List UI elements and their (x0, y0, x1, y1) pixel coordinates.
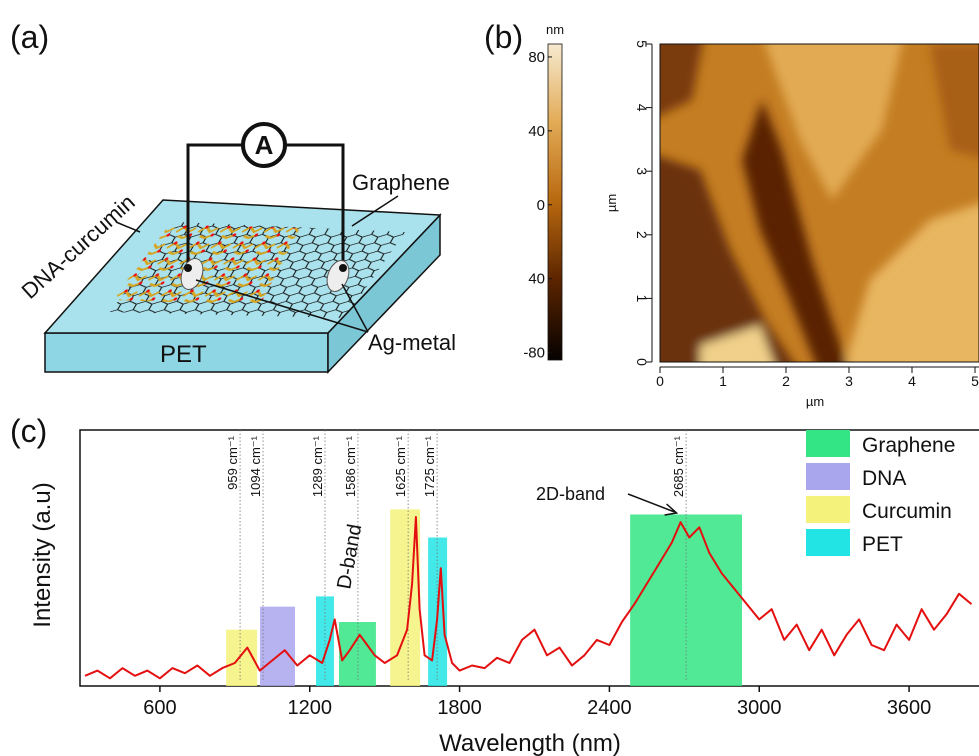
y-tick-label: 0 (634, 358, 650, 366)
legend-swatch (806, 496, 850, 523)
x-axis-label: Wavelength (nm) (439, 730, 621, 756)
afm-image (640, 30, 979, 380)
x-tick-label: 3000 (737, 697, 782, 719)
peak-label: 1094 cm⁻¹ (248, 435, 263, 497)
peak-label: 1586 cm⁻¹ (343, 435, 358, 497)
annotation: 2D-band (536, 484, 605, 504)
colorbar-tick-label: 40 (528, 123, 545, 140)
y-tick-label: 1 (634, 295, 650, 303)
graphene-label: Graphene (352, 170, 450, 195)
x-tick-label: 3600 (887, 697, 932, 719)
legend-swatch (806, 529, 850, 556)
peak-label: 1625 cm⁻¹ (393, 435, 408, 497)
annotation-arrow (628, 494, 677, 515)
colorbar-tick-label: 80 (528, 49, 545, 66)
legend-swatch (806, 463, 850, 490)
colorbar-title: nm (546, 22, 564, 37)
band (260, 607, 295, 686)
y-tick-label: 2 (634, 231, 650, 239)
x-tick-label: 4 (908, 373, 916, 389)
y-tick-label: 5 (634, 40, 650, 48)
x-tick-label: 1 (719, 373, 727, 389)
substrate-label: PET (160, 341, 207, 368)
y-tick-label: 3 (634, 167, 650, 175)
panel-label: (b) (484, 19, 523, 55)
panel-label: (c) (10, 413, 47, 449)
x-tick-label: 0 (656, 373, 664, 389)
peak-label: 1725 cm⁻¹ (422, 435, 437, 497)
y-axis-label: Intensity (a.u) (29, 482, 56, 627)
colorbar (548, 44, 562, 360)
device-diagram: A Graphene DNA-curcumin Ag-metal PET (17, 124, 456, 372)
x-tick-label: 3 (845, 373, 853, 389)
legend-label: Graphene (862, 434, 955, 457)
x-tick-label: 1800 (437, 697, 482, 719)
y-axis-label: µm (604, 194, 619, 212)
peak-label: 959 cm⁻¹ (225, 435, 240, 489)
x-tick-label: 600 (143, 697, 176, 719)
x-axis-label: µm (806, 394, 824, 409)
peak-label: 2685 cm⁻¹ (671, 435, 686, 497)
legend-swatch (806, 430, 850, 457)
legend-label: DNA (862, 467, 906, 490)
legend-label: Curcumin (862, 500, 952, 523)
legend-label: PET (862, 533, 903, 556)
ammeter-label: A (255, 130, 274, 160)
colorbar-tick-label: 40 (528, 271, 545, 288)
x-tick-label: 2400 (587, 697, 632, 719)
ag-metal-label: Ag-metal (368, 330, 456, 355)
band (339, 622, 376, 686)
x-tick-label: 5 (971, 373, 979, 389)
colorbar-tick-label: -80 (523, 345, 545, 362)
colorbar-tick-label: 0 (537, 197, 545, 214)
x-tick-label: 1200 (287, 697, 332, 719)
y-tick-label: 4 (634, 104, 650, 112)
figure: (a) (b) (c) A Graphene DNA-curcumin Ag-m… (0, 0, 979, 756)
peak-label: 1289 cm⁻¹ (310, 435, 325, 497)
panel-label: (a) (10, 19, 49, 55)
band (630, 514, 742, 686)
annotation: D-band (333, 522, 366, 590)
x-tick-label: 2 (782, 373, 790, 389)
